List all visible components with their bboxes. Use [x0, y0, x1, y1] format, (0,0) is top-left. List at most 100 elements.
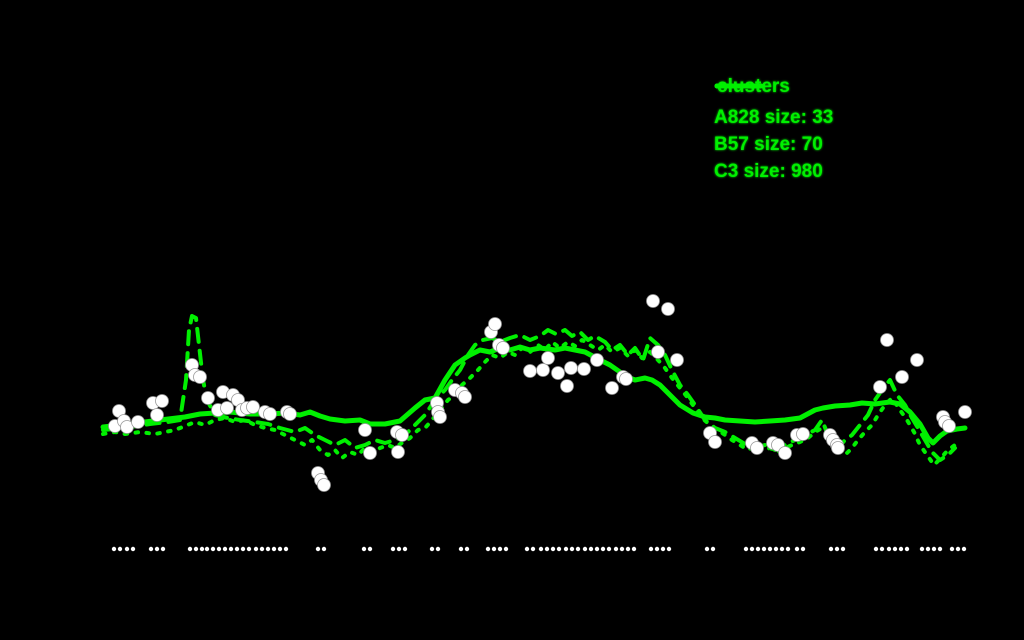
scatter-point	[150, 408, 164, 422]
rug-point	[873, 546, 879, 552]
rug-point	[767, 546, 773, 552]
rug-point	[160, 546, 166, 552]
scatter-point	[958, 405, 972, 419]
legend-entry-a828: A828 size: 33	[714, 83, 834, 131]
rug-point	[892, 546, 898, 552]
rug-point	[367, 546, 373, 552]
scatter-point	[317, 478, 331, 492]
rug-point	[613, 546, 619, 552]
legend-label: C3 size: 980	[714, 160, 823, 182]
legend-label: A828 size: 33	[714, 106, 834, 128]
legend-label: B57 size: 70	[714, 133, 823, 155]
rug-point	[458, 546, 464, 552]
rug-point	[834, 546, 840, 552]
rug-point	[216, 546, 222, 552]
rug-point	[800, 546, 806, 552]
rug-point	[666, 546, 672, 552]
rug-point	[840, 546, 846, 552]
scatter-point	[895, 370, 909, 384]
rug-point	[187, 546, 193, 552]
rug-point	[538, 546, 544, 552]
rug-point	[111, 546, 117, 552]
rug-point	[582, 546, 588, 552]
rug-point	[743, 546, 749, 552]
rug-point	[563, 546, 569, 552]
rug-point	[898, 546, 904, 552]
rug-point	[588, 546, 594, 552]
rug-point	[660, 546, 666, 552]
rug-point	[931, 546, 937, 552]
scatter-point	[193, 370, 207, 384]
scatter-point	[661, 302, 675, 316]
rug-point	[390, 546, 396, 552]
rug-point	[240, 546, 246, 552]
rug-point	[749, 546, 755, 552]
rug-point	[631, 546, 637, 552]
rug-point	[396, 546, 402, 552]
rug-point	[154, 546, 160, 552]
rug-point	[228, 546, 234, 552]
rug-point	[361, 546, 367, 552]
scatter-point	[560, 379, 574, 393]
rug-point	[234, 546, 240, 552]
scatter-point	[363, 446, 377, 460]
scatter-point	[201, 391, 215, 405]
rug-point	[556, 546, 562, 552]
scatter-point	[551, 366, 565, 380]
rug-point	[879, 546, 885, 552]
scatter-point	[619, 372, 633, 386]
rug-point	[321, 546, 327, 552]
rug-point	[524, 546, 530, 552]
rug-point	[600, 546, 606, 552]
rug-point	[544, 546, 550, 552]
rug-point	[569, 546, 575, 552]
rug-point	[919, 546, 925, 552]
rug-point	[124, 546, 130, 552]
rug-point	[491, 546, 497, 552]
rug-point	[148, 546, 154, 552]
scatter-point	[433, 410, 447, 424]
rug-point	[594, 546, 600, 552]
rug-point	[259, 546, 265, 552]
rug-point	[828, 546, 834, 552]
scatter-point	[131, 415, 145, 429]
scatter-point	[605, 381, 619, 395]
rug-point	[961, 546, 967, 552]
scatter-point	[590, 353, 604, 367]
rug-point	[606, 546, 612, 552]
rug-point	[955, 546, 961, 552]
series-line-a828	[101, 338, 957, 467]
rug-point	[435, 546, 441, 552]
rug-point	[761, 546, 767, 552]
rug-point	[619, 546, 625, 552]
scatter-point	[391, 445, 405, 459]
rug-point	[503, 546, 509, 552]
scatter-point	[155, 394, 169, 408]
scatter-point	[651, 345, 665, 359]
rug-point	[402, 546, 408, 552]
scatter-point	[646, 294, 660, 308]
legend-entry-b57: B57 size: 70	[714, 83, 833, 158]
scatter-point	[577, 362, 591, 376]
rug-point	[253, 546, 259, 552]
rug-point	[530, 546, 536, 552]
scatter-point	[778, 446, 792, 460]
scatter-point	[831, 441, 845, 455]
scatter-point	[395, 428, 409, 442]
scatter-point	[283, 407, 297, 421]
scatter-point	[796, 427, 810, 441]
scatter-point	[458, 390, 472, 404]
series-line-c3	[100, 344, 968, 446]
rug-point	[755, 546, 761, 552]
scatter-point	[358, 423, 372, 437]
scatter-point	[523, 364, 537, 378]
scatter-point	[496, 341, 510, 355]
scatter-point	[536, 363, 550, 377]
scatter-point	[488, 317, 502, 331]
rug-point	[886, 546, 892, 552]
scatter-point	[246, 400, 260, 414]
scatter-point	[880, 333, 894, 347]
rug-point	[625, 546, 631, 552]
rug-point	[794, 546, 800, 552]
